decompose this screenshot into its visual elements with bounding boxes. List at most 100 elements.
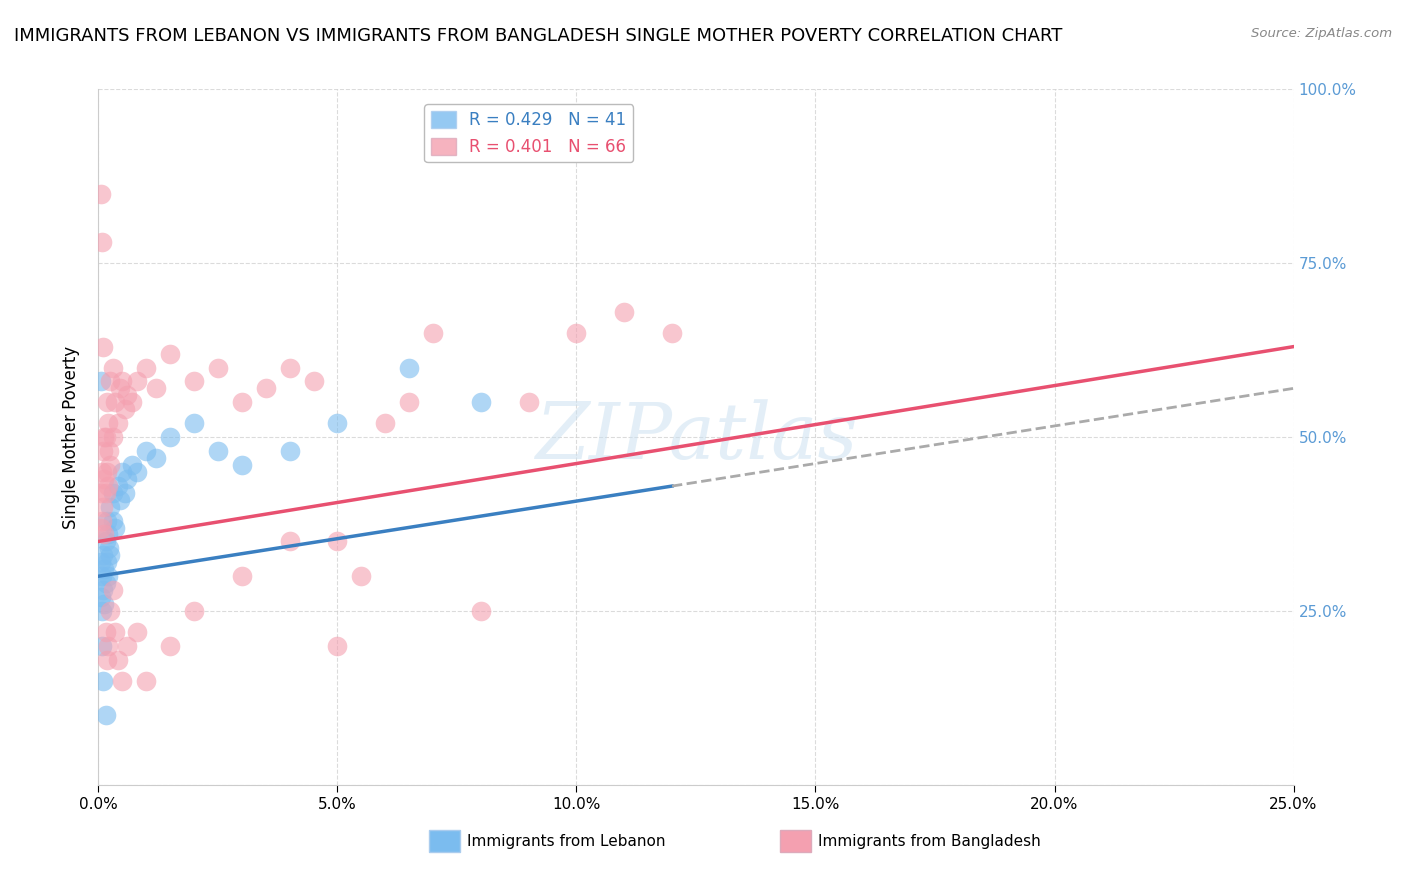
Point [302,375,325,389]
Point [91,604,114,618]
Point [114,402,136,417]
Point [231,458,253,472]
Point [115,472,138,486]
Point [125,375,148,389]
Point [94,576,117,591]
Text: IMMIGRANTS FROM LEBANON VS IMMIGRANTS FROM BANGLADESH SINGLE MOTHER POVERTY CORR: IMMIGRANTS FROM LEBANON VS IMMIGRANTS FR… [14,27,1063,45]
Text: Immigrants from Lebanon: Immigrants from Lebanon [467,834,665,848]
Point [398,395,420,409]
Point [91,444,114,458]
Point [101,514,124,528]
Y-axis label: Single Mother Poverty: Single Mother Poverty [62,345,80,529]
Legend: R = 0.429   N = 41, R = 0.401   N = 66: R = 0.429 N = 41, R = 0.401 N = 66 [425,104,633,162]
Point [96,465,118,479]
Point [326,639,349,653]
Point [90,375,112,389]
Point [91,514,114,528]
Point [93,430,115,444]
Point [98,604,122,618]
Point [278,444,301,458]
Point [326,416,349,430]
Text: Source: ZipAtlas.com: Source: ZipAtlas.com [1251,27,1392,40]
Point [115,388,138,402]
Point [111,375,134,389]
Point [107,479,129,493]
Point [93,527,115,541]
Point [94,485,117,500]
Point [90,186,112,201]
Point [374,416,396,430]
Point [278,360,301,375]
Point [94,624,117,639]
Point [91,465,114,479]
Point [96,395,118,409]
Point [104,395,127,409]
Point [104,624,127,639]
Point [101,485,124,500]
Point [115,639,138,653]
Point [101,583,124,598]
Point [422,326,444,340]
Point [93,597,115,611]
Point [145,450,167,465]
Point [145,381,167,395]
Point [326,534,349,549]
Point [613,305,636,319]
Point [91,500,114,514]
Point [94,708,117,723]
Point [90,590,112,604]
Point [183,375,205,389]
Point [207,444,229,458]
Point [90,639,112,653]
Point [98,375,122,389]
Point [159,639,181,653]
Point [98,549,122,563]
Point [661,326,683,340]
Point [114,485,136,500]
Point [125,465,148,479]
Point [121,458,143,472]
Point [98,500,122,514]
Point [254,381,277,395]
Point [94,430,117,444]
Point [159,346,181,360]
Point [108,492,131,507]
Point [101,360,124,375]
Point [96,653,118,667]
Point [97,527,120,541]
Point [98,458,122,472]
Point [135,360,157,375]
Point [91,569,114,583]
Point [93,472,115,486]
Point [517,395,540,409]
Point [108,381,131,395]
Point [183,416,205,430]
Point [207,360,229,375]
Point [97,479,120,493]
Point [398,360,420,375]
Point [350,569,373,583]
Point [565,326,588,340]
Point [135,444,157,458]
Point [90,555,112,569]
Point [125,624,148,639]
Point [97,639,120,653]
Text: Immigrants from Bangladesh: Immigrants from Bangladesh [818,834,1040,848]
Point [90,520,112,534]
Point [107,416,129,430]
Point [91,549,114,563]
Point [91,673,114,688]
Point [97,416,120,430]
Point [96,514,118,528]
Text: ZIPatlas: ZIPatlas [534,399,858,475]
Point [90,235,112,250]
Point [159,430,181,444]
Point [278,534,301,549]
Point [91,340,114,354]
Point [104,520,127,534]
Point [231,569,253,583]
Point [183,604,205,618]
Point [97,569,120,583]
Point [470,395,492,409]
Point [97,444,120,458]
